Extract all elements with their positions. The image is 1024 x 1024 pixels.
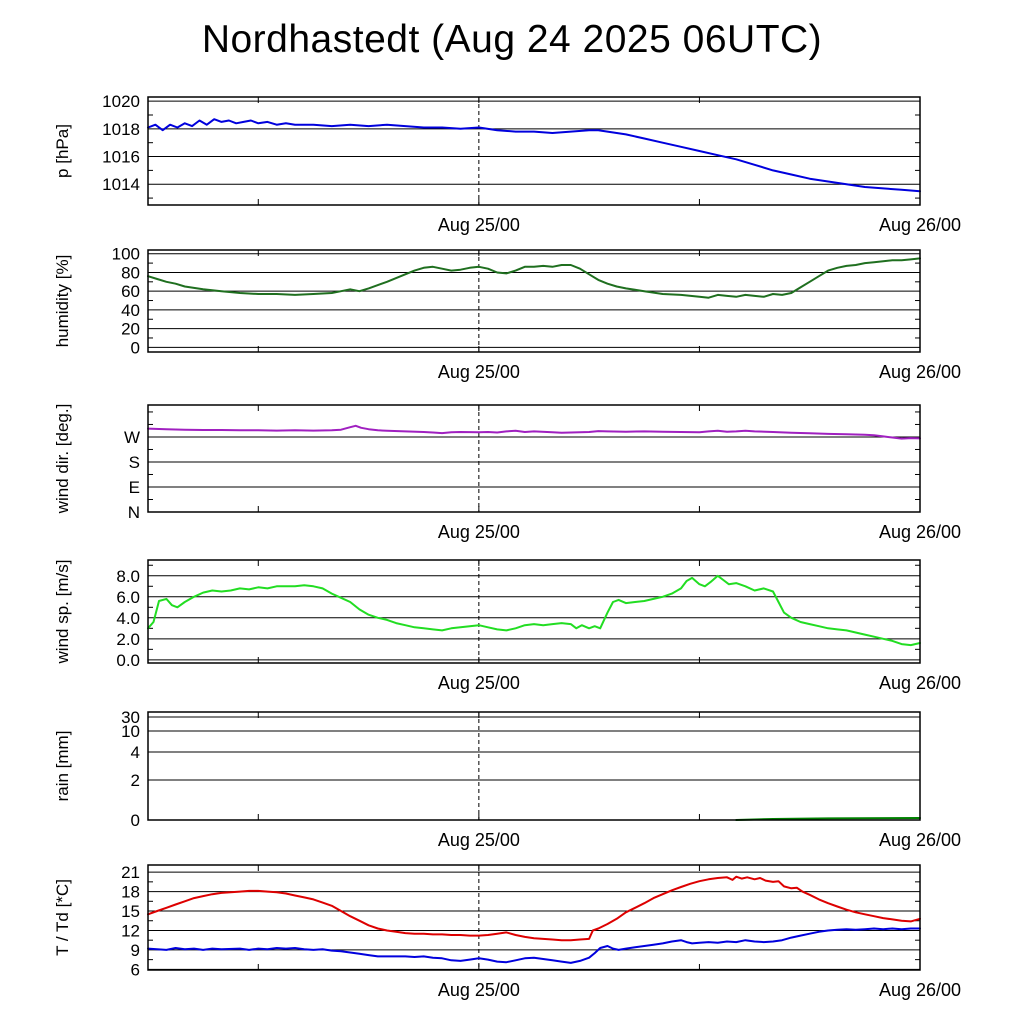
y-axis-label: humidity [%] xyxy=(53,255,72,348)
y-axis-label: p [hPa] xyxy=(53,124,72,178)
y-tick-label: W xyxy=(124,428,140,447)
y-axis-label: rain [mm] xyxy=(53,731,72,802)
y-tick-label: E xyxy=(129,478,140,497)
panel-border xyxy=(147,96,921,206)
x-tick-label: Aug 26/00 xyxy=(879,830,961,850)
dewpoint-line xyxy=(147,927,921,964)
y-tick-label: 0 xyxy=(131,338,140,357)
x-tick-label: Aug 26/00 xyxy=(879,673,961,693)
humidity-line xyxy=(147,257,921,299)
panel-border xyxy=(147,249,921,353)
x-tick-label: Aug 26/00 xyxy=(879,980,961,1000)
y-tick-label: N xyxy=(128,503,140,522)
y-tick-label: 12 xyxy=(121,921,140,940)
x-tick-label: Aug 25/00 xyxy=(438,215,520,235)
x-tick-label: Aug 26/00 xyxy=(879,362,961,382)
x-tick-label: Aug 25/00 xyxy=(438,362,520,382)
x-tick-label: Aug 25/00 xyxy=(438,673,520,693)
y-tick-label: 20 xyxy=(121,320,140,339)
y-tick-label: 60 xyxy=(121,282,140,301)
temperature-line xyxy=(147,875,921,942)
y-tick-label: 100 xyxy=(112,245,140,264)
panel-border xyxy=(147,864,921,971)
y-tick-label: 9 xyxy=(131,941,140,960)
panel-wind-speed: 0.0 2.0 4.0 6.0 8.0 Aug 25/00 Aug 26/00 wind sp… xyxy=(53,559,961,693)
y-axis-label: wind sp. [m/s] xyxy=(53,560,72,665)
chart-title: Nordhastedt (Aug 24 2025 06UTC) xyxy=(201,18,823,61)
y-tick-label: 80 xyxy=(121,263,140,282)
panel-pressure: 1014 1016 1018 1020 Aug 25/00 Aug 26/00 p [hPa… xyxy=(53,92,961,235)
y-axis-label: T / Td [*C] xyxy=(53,879,72,956)
y-axis-label: wind dir. [deg.] xyxy=(53,404,72,515)
y-tick-label: 4 xyxy=(131,743,140,762)
y-tick-label: 1020 xyxy=(102,92,140,111)
wind-speed-line xyxy=(147,574,921,647)
y-tick-label: 21 xyxy=(121,863,140,882)
x-tick-label: Aug 26/00 xyxy=(879,215,961,235)
y-tick-label: 4.0 xyxy=(116,609,140,628)
y-tick-label: 6 xyxy=(131,960,140,979)
panel-border xyxy=(147,559,921,664)
y-tick-label: S xyxy=(129,453,140,472)
panel-border xyxy=(147,711,921,821)
x-tick-label: Aug 25/00 xyxy=(438,830,520,850)
y-tick-label: 2.0 xyxy=(116,630,140,649)
x-tick-label: Aug 25/00 xyxy=(438,522,520,542)
x-tick-label: Aug 26/00 xyxy=(879,522,961,542)
y-tick-label: 0.0 xyxy=(116,651,140,670)
panel-border xyxy=(147,404,921,513)
y-tick-label: 30 xyxy=(121,708,140,727)
y-tick-label: 15 xyxy=(121,902,140,921)
y-tick-label: 1018 xyxy=(102,120,140,139)
wind-direction-line xyxy=(147,424,921,440)
y-tick-label: 2 xyxy=(131,771,140,790)
y-tick-label: 1014 xyxy=(102,175,140,194)
y-tick-label: 0 xyxy=(131,811,140,830)
y-tick-label: 10 xyxy=(121,722,140,741)
x-tick-label: Aug 25/00 xyxy=(438,980,520,1000)
y-tick-label: 8.0 xyxy=(116,567,140,586)
pressure-line xyxy=(147,118,921,193)
y-tick-label: 18 xyxy=(121,883,140,902)
y-tick-label: 6.0 xyxy=(116,588,140,607)
y-tick-label: 40 xyxy=(121,301,140,320)
y-tick-label: 1016 xyxy=(102,148,140,167)
